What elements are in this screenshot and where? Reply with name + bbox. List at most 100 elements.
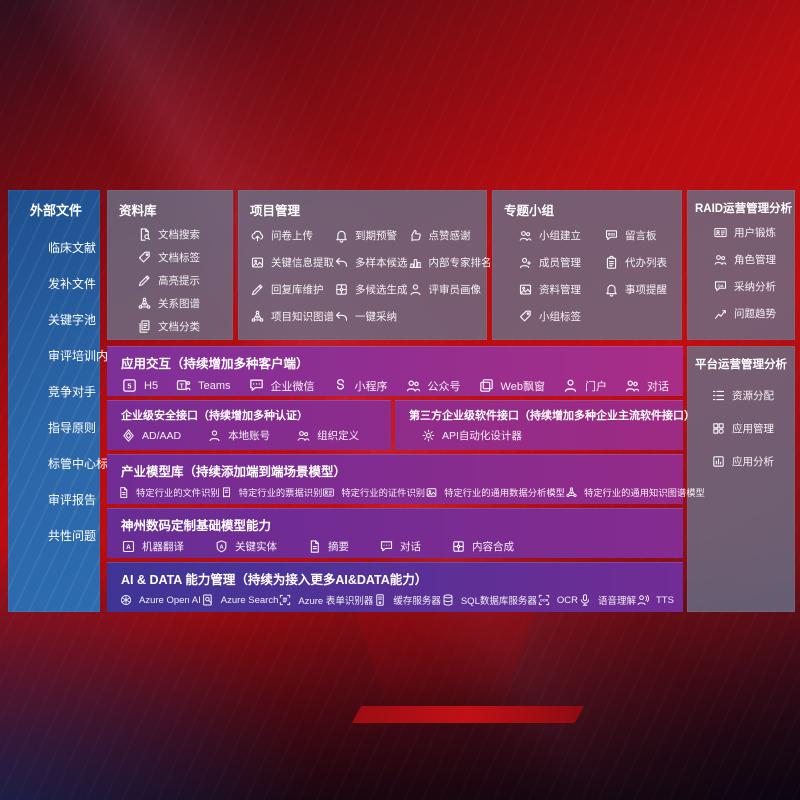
item-label: 摘要 xyxy=(328,541,349,553)
band-title: 第三方企业级软件接口（持续增加多种企业主流软件接口） xyxy=(409,410,695,422)
item-label: 成员管理 xyxy=(539,257,581,269)
feature-item: Web飘窗 xyxy=(478,377,545,394)
people-icon xyxy=(296,428,311,443)
badgeA-icon xyxy=(214,539,229,554)
openai-icon xyxy=(119,593,133,607)
pencil-icon xyxy=(250,282,265,297)
feature-item: 缓存服务器 xyxy=(373,593,441,607)
list-item: 审评培训内容 xyxy=(48,347,120,364)
panel-external-files: 外部文件 临床文献 发补文件 关键字池 审评培训内容 竞争对手 指导原则 标管中心标准 审评报… xyxy=(8,190,120,612)
item-label: 代办列表 xyxy=(625,257,667,269)
item-label: 事项提醒 xyxy=(625,284,667,296)
item-label: 小组标签 xyxy=(539,311,581,323)
item-label: OCR xyxy=(556,594,578,606)
feature-item: 点赞感谢 xyxy=(408,228,492,243)
panel-platform-ops-analysis: 平台运营管理分析 资源分配 应用管理 应用分析 xyxy=(687,346,795,612)
panel-title: 外部文件 xyxy=(30,203,83,218)
feature-item: 内容合成 xyxy=(451,539,514,554)
item-label: 关键信息提取 xyxy=(271,257,334,269)
server-icon xyxy=(373,593,387,607)
band-title: AI & DATA 能力管理（持续为接入更多AI&DATA能力） xyxy=(121,573,428,587)
feature-item: 语音理解 xyxy=(578,593,636,607)
network-icon xyxy=(250,309,265,324)
reply-icon xyxy=(334,255,349,270)
personplus-icon xyxy=(518,255,533,270)
feature-item: 回复库维护 xyxy=(250,282,334,297)
feature-item: 代办列表 xyxy=(604,255,682,270)
item-label: Web飘窗 xyxy=(500,380,545,393)
doc-icon xyxy=(117,486,130,499)
item-label: Teams xyxy=(198,379,231,392)
h5-icon xyxy=(121,377,138,394)
item-label: 文档搜索 xyxy=(158,229,200,241)
item-label: API自动化设计器 xyxy=(442,430,522,442)
item-label: 特定行业的证件识别 xyxy=(341,488,426,498)
feature-item: OCR xyxy=(537,593,578,607)
feature-item: 角色管理 xyxy=(713,252,795,267)
topic-groups-columns: 小组建立 成员管理 资料管理 小组标签 留言板代办列表事项提醒 xyxy=(492,219,682,324)
list-item: 共性问题 xyxy=(48,527,100,544)
ad-icon xyxy=(121,428,136,443)
item-label: 对话 xyxy=(647,380,669,393)
item-label: 点赞感谢 xyxy=(428,230,471,242)
item-label: 文档标签 xyxy=(158,252,200,264)
thirdparty-list: API自动化设计器 xyxy=(395,423,683,451)
feature-item: 应用分析 xyxy=(711,454,795,469)
chartbox-icon xyxy=(711,454,726,469)
feature-item: 资源分配 xyxy=(711,388,795,403)
receipt-icon xyxy=(220,486,233,499)
item-label: 回复库维护 xyxy=(271,284,324,296)
feature-item: H5 xyxy=(121,377,158,394)
models-list: 特定行业的文件识别 特定行业的票据识别 特定行业的证件识别 特定行业的通用数据分析模型… xyxy=(107,480,705,507)
pm-column-2: 到期预警 多样本候选 多候选生成 一键采纳 xyxy=(334,228,408,324)
tag-icon xyxy=(518,309,533,324)
item-label: 内容合成 xyxy=(472,541,514,553)
item-label: 发补文件 xyxy=(48,277,97,291)
puzzle-icon xyxy=(451,539,466,554)
feature-item: 特定行业的通用知识图谱模型 xyxy=(565,485,705,499)
interaction-list: H5 Teams 企业微信 小程序 公众号 Web飘窗 门户 对话 xyxy=(107,372,683,402)
idcard-icon xyxy=(713,225,728,240)
item-label: AD/AAD xyxy=(142,429,182,442)
item-label: 共性问题 xyxy=(48,529,97,543)
feature-item: 关键信息提取 xyxy=(250,255,334,270)
feature-item: 文档分类 xyxy=(137,319,233,334)
item-label: 指导原则 xyxy=(48,421,97,435)
feature-item: 问题趋势 xyxy=(713,306,795,321)
feature-item: TTS xyxy=(636,593,674,607)
item-label: 公众号 xyxy=(427,380,461,393)
list-item: 竞争对手 xyxy=(48,383,100,400)
network-icon xyxy=(565,486,578,499)
feature-item: 本地账号 xyxy=(207,428,270,443)
feature-item: 多候选生成 xyxy=(334,282,408,297)
band-ai-data-capability: AI & DATA 能力管理（持续为接入更多AI&DATA能力） Azure O… xyxy=(107,562,683,612)
pm-column-3: 点赞感谢 内部专家排名 评审员画像 xyxy=(408,228,492,324)
feature-item: 关系图谱 xyxy=(137,296,233,311)
miniprog-icon xyxy=(332,377,349,394)
scandoc-icon xyxy=(278,593,292,607)
translate-icon xyxy=(121,539,136,554)
groups-column-1: 小组建立 成员管理 资料管理 小组标签 xyxy=(518,228,604,324)
item-label: 应用分析 xyxy=(732,456,774,468)
browser-icon xyxy=(478,377,495,394)
band-thirdparty-software-api: 第三方企业级软件接口（持续增加多种企业主流软件接口） API自动化设计器 xyxy=(395,400,695,451)
tag-icon xyxy=(137,250,152,265)
feature-item: 事项提醒 xyxy=(604,282,682,297)
repository-list: 文档搜索 文档标签 高亮提示 关系图谱 文档分类 xyxy=(107,219,233,334)
item-label: 多样本候选 xyxy=(355,257,408,269)
feature-item: AD/AAD xyxy=(121,428,181,443)
network-icon xyxy=(137,296,152,311)
list-item: 发补文件 xyxy=(48,275,100,292)
item-label: Azure Search xyxy=(220,594,279,606)
item-label: 留言板 xyxy=(625,230,657,242)
item-label: 资源分配 xyxy=(732,390,774,402)
feature-item: 组织定义 xyxy=(296,428,359,443)
feature-item: 文档标签 xyxy=(137,250,233,265)
reply-icon xyxy=(334,309,349,324)
item-label: 标管中心标准 xyxy=(48,457,121,471)
panel-topic-groups: 专题小组 小组建立 成员管理 资料管理 小组标签 留言板 代办列表 事项提醒 xyxy=(492,190,682,340)
band-title: 神州数码定制基础模型能力 xyxy=(121,519,272,533)
feature-item: 留言板 xyxy=(604,228,682,243)
feature-item: 成员管理 xyxy=(518,255,604,270)
panel-title: 平台运营管理分析 xyxy=(695,359,787,371)
